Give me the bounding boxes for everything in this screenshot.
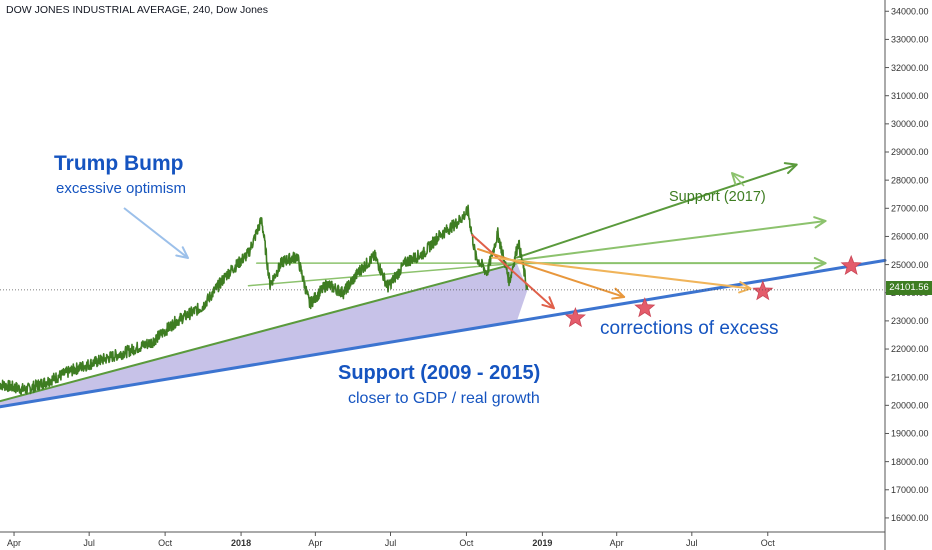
correction-arrowhead-2 — [611, 287, 626, 300]
target-star-layer — [564, 254, 862, 328]
trendline-support-2017 — [0, 262, 518, 403]
excess-fill-layer — [0, 263, 528, 407]
y-tick-label: 18000.00 — [891, 457, 929, 467]
correction-arrowhead-3 — [738, 281, 752, 294]
trendline-layer — [0, 162, 887, 409]
correction-arrow-3 — [491, 256, 752, 290]
y-tick-label: 33000.00 — [891, 35, 929, 45]
arrowhead-support-2017-fan-flat — [813, 256, 827, 270]
x-tick-label: Apr — [610, 538, 624, 548]
trump-bump-pointer — [123, 207, 189, 259]
annotation-support-2017: Support (2017) — [669, 189, 766, 205]
y-tick-label: 21000.00 — [891, 372, 929, 382]
correction-arrow-1 — [471, 234, 555, 310]
y-tick-label: 22000.00 — [891, 344, 929, 354]
y-tick-label: 30000.00 — [891, 119, 929, 129]
x-tick-label: Jul — [686, 538, 698, 548]
annotation-corrections: corrections of excess — [600, 318, 779, 339]
annotation-support-2009-2015: Support (2009 - 2015) — [338, 362, 541, 384]
x-tick-label: Jul — [83, 538, 95, 548]
price-layer — [0, 204, 529, 395]
x-tick-label: Oct — [761, 538, 776, 548]
y-tick-label: 17000.00 — [891, 485, 929, 495]
last-price-label: 24101.56 — [886, 281, 932, 295]
x-tick-label: Oct — [158, 538, 173, 548]
target-star-1 — [564, 306, 586, 328]
support-2017-pointer — [731, 172, 745, 187]
correction-arrowhead-1 — [541, 296, 555, 310]
x-tick-label: Oct — [459, 538, 474, 548]
x-tick-label: Apr — [7, 538, 21, 548]
correction-arrow-2 — [476, 248, 626, 298]
target-star-2 — [634, 297, 656, 318]
y-tick-label: 25000.00 — [891, 260, 929, 270]
annotation-trump-bump: Trump Bump — [54, 152, 184, 175]
annotation-excessive-optimism: excessive optimism — [56, 180, 187, 197]
y-tick-label: 26000.00 — [891, 232, 929, 242]
target-star-3 — [752, 280, 774, 301]
y-tick-label: 19000.00 — [891, 429, 929, 439]
y-tick-label: 29000.00 — [891, 147, 929, 157]
target-star-4 — [840, 254, 862, 276]
excess-region — [0, 263, 528, 407]
price-line — [0, 204, 529, 395]
arrowhead-support-2017-fan-steep — [783, 162, 798, 175]
y-tick-label: 27000.00 — [891, 203, 929, 213]
trendline-support-2009-2015 — [0, 258, 887, 409]
correction-arrow-layer — [123, 172, 752, 310]
y-tick-label: 23000.00 — [891, 316, 929, 326]
y-tick-label: 28000.00 — [891, 175, 929, 185]
y-tick-label: 20000.00 — [891, 401, 929, 411]
y-tick-label: 16000.00 — [891, 513, 929, 523]
support-2017-pointer-head — [731, 172, 745, 186]
trendline-support-2017-fan-mid — [515, 219, 827, 262]
x-tick-label: 2019 — [532, 538, 552, 548]
x-tick-label: 2018 — [231, 538, 251, 548]
y-tick-label: 31000.00 — [891, 91, 929, 101]
annotation-gdp-growth: closer to GDP / real growth — [348, 390, 540, 407]
x-tick-label: Jul — [385, 538, 397, 548]
x-tick-label: Apr — [308, 538, 322, 548]
y-tick-label: 32000.00 — [891, 63, 929, 73]
chart-title: DOW JONES INDUSTRIAL AVERAGE, 240, Dow J… — [6, 4, 268, 16]
y-tick-label: 34000.00 — [891, 6, 929, 16]
arrowhead-support-2017-fan-mid — [813, 216, 827, 229]
trump-bump-pointer-head — [175, 246, 189, 259]
trendline-support-2017-fan-steep — [515, 163, 798, 259]
